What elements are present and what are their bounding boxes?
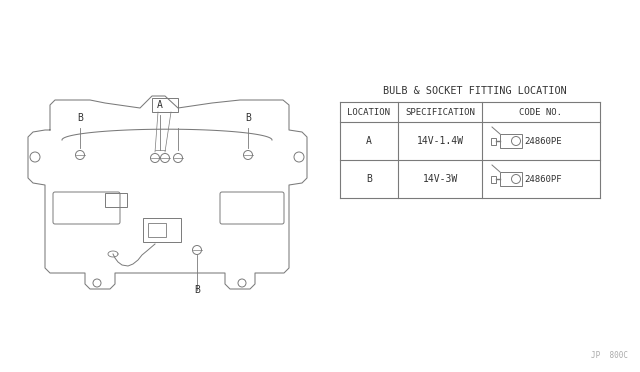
Bar xyxy=(500,134,522,148)
Text: LOCATION: LOCATION xyxy=(348,108,390,116)
Bar xyxy=(152,98,178,112)
Bar xyxy=(491,176,496,183)
Text: A: A xyxy=(157,100,163,110)
Text: JP  800C: JP 800C xyxy=(591,351,628,360)
Text: 14V-1.4W: 14V-1.4W xyxy=(417,136,463,146)
Text: B: B xyxy=(366,174,372,184)
Bar xyxy=(491,138,496,144)
Bar xyxy=(500,172,522,186)
Text: 24860PE: 24860PE xyxy=(524,137,562,145)
Text: CODE NO.: CODE NO. xyxy=(520,108,563,116)
Bar xyxy=(143,218,181,242)
Bar xyxy=(148,223,166,237)
Text: A: A xyxy=(366,136,372,146)
Text: BULB & SOCKET FITTING LOCATION: BULB & SOCKET FITTING LOCATION xyxy=(383,86,567,96)
Bar xyxy=(105,193,127,207)
Text: 14V-3W: 14V-3W xyxy=(422,174,458,184)
Text: B: B xyxy=(245,113,251,123)
Text: B: B xyxy=(77,113,83,123)
Text: 24860PF: 24860PF xyxy=(524,174,562,183)
Text: B: B xyxy=(194,285,200,295)
Text: SPECIFICATION: SPECIFICATION xyxy=(405,108,475,116)
